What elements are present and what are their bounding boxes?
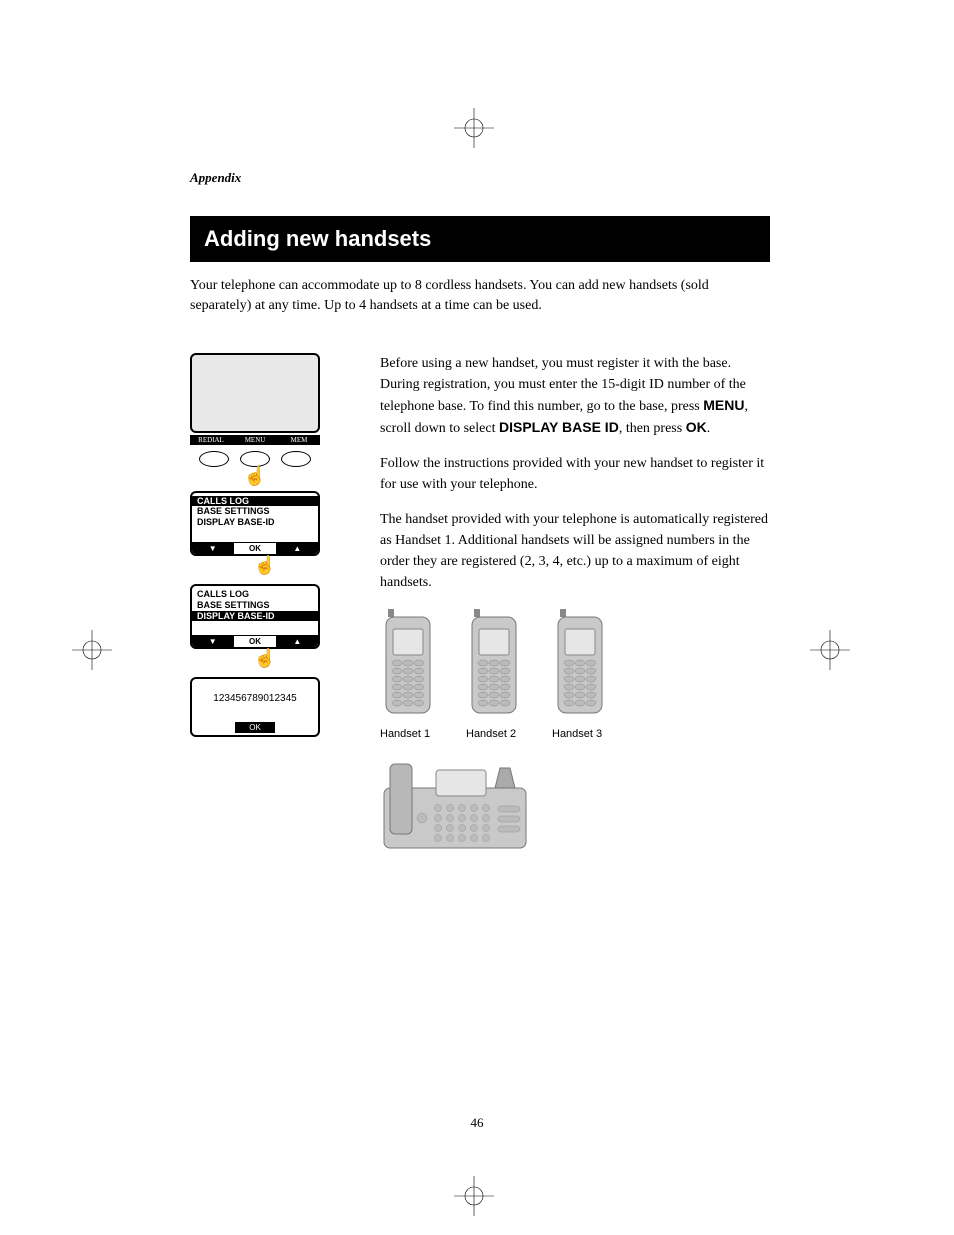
body-column: Before using a new handset, you must reg…	[380, 353, 770, 863]
down-arrow-icon: ▼	[192, 543, 233, 554]
page-title: Adding new handsets	[190, 216, 770, 262]
handset-item: Handset 2	[466, 607, 522, 740]
menu-item: DISPLAY BASE-ID	[192, 611, 318, 622]
crop-mark-bottom	[454, 1176, 494, 1216]
base-station-icon	[380, 758, 530, 858]
up-arrow-icon: ▲	[277, 543, 318, 554]
pointing-hand-icon: ☝	[190, 649, 340, 667]
crop-mark-left	[72, 630, 112, 670]
handset-label: Handset 3	[552, 728, 608, 740]
diagram-column: REDIAL MENU MEM ☝ CALLS LOG BASE SETTING…	[190, 353, 340, 863]
lcd-diagram-1: REDIAL MENU MEM ☝	[190, 353, 320, 485]
section-label: Appendix	[190, 170, 770, 186]
oval-button-right	[281, 451, 311, 467]
text-run: .	[707, 421, 711, 436]
intro-paragraph: Your telephone can accommodate up to 8 c…	[190, 276, 770, 317]
menu-item: BASE SETTINGS	[192, 600, 318, 611]
menu-item: CALLS LOG	[192, 589, 318, 600]
up-arrow-icon: ▲	[277, 636, 318, 647]
handset-label: Handset 2	[466, 728, 522, 740]
softkey-redial: REDIAL	[190, 435, 232, 445]
menu-item: DISPLAY BASE-ID	[192, 517, 318, 528]
body-paragraph-3: The handset provided with your telephone…	[380, 509, 770, 593]
handset-icon	[380, 607, 436, 717]
crop-mark-top	[454, 108, 494, 148]
menu-softbar: ▼ OK ▲	[192, 542, 318, 554]
menu-softbar: ▼ OK ▲	[192, 635, 318, 647]
softkey-mem: MEM	[278, 435, 320, 445]
handset-icon	[466, 607, 522, 717]
oval-button-left	[199, 451, 229, 467]
page-number: 46	[0, 1115, 954, 1131]
handset-label: Handset 1	[380, 728, 436, 740]
pointing-hand-icon: ☝	[190, 467, 320, 485]
handset-row: Handset 1	[380, 607, 770, 740]
lcd-menu-1: CALLS LOG BASE SETTINGS DISPLAY BASE-ID …	[190, 491, 320, 556]
menu-item: CALLS LOG	[192, 496, 318, 507]
lcd-screen	[190, 353, 320, 433]
page-content: Appendix Adding new handsets Your teleph…	[190, 170, 770, 863]
crop-mark-right	[810, 630, 850, 670]
bold-ok: OK	[686, 419, 707, 435]
lcd-base-id: 123456789012345 OK	[190, 677, 320, 737]
menu-item: BASE SETTINGS	[192, 506, 318, 517]
lcd-softkey-bar: REDIAL MENU MEM	[190, 435, 320, 445]
handset-item: Handset 1	[380, 607, 436, 740]
bold-menu: MENU	[703, 397, 744, 413]
body-paragraph-1: Before using a new handset, you must reg…	[380, 353, 770, 439]
softkey-ok: OK	[233, 636, 276, 647]
text-run: , then press	[619, 421, 686, 436]
handset-icon	[552, 607, 608, 717]
oval-button-center	[240, 451, 270, 467]
base-id-value: 123456789012345	[192, 693, 318, 704]
text-run: Before using a new handset, you must reg…	[380, 356, 746, 414]
body-paragraph-2: Follow the instructions provided with yo…	[380, 453, 770, 495]
softkey-ok: OK	[233, 543, 276, 554]
softkey-menu: MENU	[234, 435, 276, 445]
lcd-menu-2: CALLS LOG BASE SETTINGS DISPLAY BASE-ID …	[190, 584, 320, 649]
bold-display-base-id: DISPLAY BASE ID	[499, 419, 619, 435]
softkey-ok: OK	[235, 722, 275, 733]
pointing-hand-icon: ☝	[190, 556, 340, 574]
handset-item: Handset 3	[552, 607, 608, 740]
down-arrow-icon: ▼	[192, 636, 233, 647]
